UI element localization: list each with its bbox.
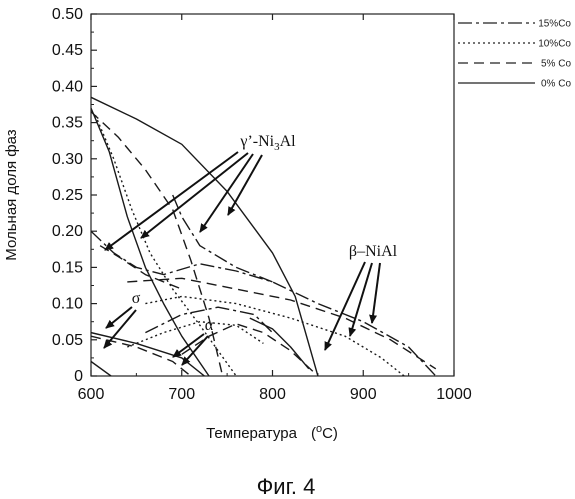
arrow-beta-3 <box>372 263 380 323</box>
series-line <box>250 318 309 369</box>
x-tick-label: 1000 <box>436 386 472 403</box>
y-tick-label: 0 <box>74 368 83 385</box>
series-line <box>182 324 318 376</box>
y-tick-label: 0.25 <box>52 187 83 204</box>
series-line <box>91 112 223 376</box>
x-axis: 600 700 800 900 1000 <box>78 14 472 403</box>
legend-label: 15%Co <box>538 19 571 30</box>
x-axis-unit-close: C) <box>322 425 338 442</box>
annotation-beta-nial: β–NiAl <box>349 243 398 260</box>
x-tick-label: 700 <box>168 386 195 403</box>
y-tick-label: 0.05 <box>52 332 83 349</box>
figure-caption: Фиг. 4 <box>257 474 316 499</box>
annotation-gamma-prime-main: γ’-Ni <box>239 133 274 150</box>
arrow-sigma-1 <box>106 307 132 328</box>
annotation-alpha: α <box>205 317 214 334</box>
y-tick-label: 0.15 <box>52 259 83 276</box>
x-axis-label: Температура <box>206 425 298 442</box>
arrow-gamma-3 <box>200 154 253 232</box>
plot-frame <box>91 14 454 376</box>
arrow-gamma-1 <box>105 152 238 250</box>
x-tick-label: 600 <box>78 386 105 403</box>
y-axis: 0 0.05 0.10 0.15 0.20 0.25 0.30 0.35 0.40 0.45 0.5… <box>52 6 97 385</box>
legend: 15%Co 10%Co 5% Co 0% Co <box>458 19 571 90</box>
y-tick-label: 0.45 <box>52 42 83 59</box>
series-line <box>96 115 237 376</box>
y-tick-label: 0.30 <box>52 151 83 168</box>
y-tick-label: 0.10 <box>52 296 83 313</box>
annotation-arrows <box>104 152 380 365</box>
y-axis-title: Мольная доля фаз <box>3 129 20 260</box>
series-line <box>91 362 111 377</box>
legend-label: 5% Co <box>541 59 571 70</box>
legend-label: 10%Co <box>538 39 571 50</box>
y-tick-label: 0.20 <box>52 223 83 240</box>
y-tick-label: 0.40 <box>52 78 83 95</box>
x-tick-label: 800 <box>259 386 286 403</box>
x-axis-title: Температура(oC) <box>206 423 338 442</box>
legend-label: 0% Co <box>541 79 571 90</box>
annotation-gamma-prime-end: Al <box>280 133 297 150</box>
y-tick-label: 0.35 <box>52 115 83 132</box>
x-tick-label: 900 <box>350 386 377 403</box>
annotation-sigma: σ <box>132 290 141 307</box>
y-tick-label: 0.50 <box>52 6 83 23</box>
series-line <box>173 195 273 282</box>
series-line <box>145 296 404 376</box>
arrow-gamma-2 <box>141 153 248 238</box>
annotation-gamma-prime: γ’-Ni3Al <box>239 133 296 153</box>
